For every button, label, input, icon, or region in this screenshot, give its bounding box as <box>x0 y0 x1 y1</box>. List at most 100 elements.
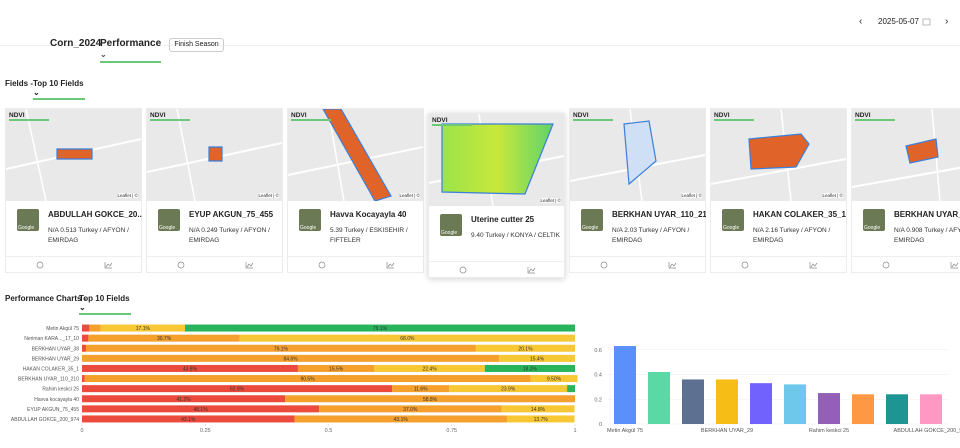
value-label: 15.5% <box>329 366 344 372</box>
info-icon[interactable] <box>36 261 44 269</box>
bar-segment <box>297 364 375 372</box>
chart-icon[interactable] <box>245 262 253 269</box>
field-card[interactable]: NDVI Leaflet | © Google Havva Kocayayla 40 5… <box>287 108 424 273</box>
field-card[interactable]: NDVI Leaflet | © Google HAKAN COLAKER_35_1 N… <box>710 108 847 273</box>
card-actions <box>429 261 564 274</box>
info-icon[interactable] <box>741 261 749 269</box>
chart-icon-line <box>105 262 113 268</box>
bar-segment <box>100 324 186 332</box>
info-icon[interactable] <box>318 261 326 269</box>
bar-segment <box>530 375 578 383</box>
ndvi-select[interactable]: NDVI <box>9 112 49 121</box>
ndvi-select[interactable]: NDVI <box>855 112 895 121</box>
field-card[interactable]: NDVI Leaflet | © Google EYUP AKGUN_75_455 N/… <box>146 108 283 273</box>
value-label: 30.7% <box>157 336 172 342</box>
thumbnail-brand: Google <box>18 225 35 231</box>
bar-segment <box>319 405 502 413</box>
thumbnail-brand: Google <box>159 225 176 231</box>
field-map[interactable] <box>711 109 846 201</box>
card-actions <box>852 256 960 269</box>
x-tick-label: Metin Akgül 75 <box>607 428 643 434</box>
map-attribution: Leaflet | © <box>681 193 702 198</box>
value-label: 22.4% <box>422 366 437 372</box>
x-tick-label: Rahim keskci 25 <box>809 428 849 434</box>
road <box>852 166 960 188</box>
value-label: 62.9% <box>230 387 245 393</box>
ndvi-select[interactable]: NDVI <box>432 117 472 126</box>
value-label: 37.0% <box>403 407 418 413</box>
field-name: Havva Kocayayla 40 <box>330 210 407 219</box>
field-card[interactable]: NDVI Leaflet | © Google BERKHAN UYAR_110_21… <box>569 108 706 273</box>
map-attribution: Leaflet | © <box>540 198 561 203</box>
calendar-icon[interactable] <box>922 17 931 26</box>
x-tick-label: 1 <box>573 428 576 434</box>
field-map[interactable] <box>147 109 282 201</box>
value-label: 11.6% <box>414 387 428 393</box>
map-attribution: Leaflet | © <box>117 193 138 198</box>
y-tick-label: 0.2 <box>594 397 602 403</box>
fields-filter-label: Top 10 Fields <box>33 79 84 88</box>
info-icon[interactable] <box>882 261 890 269</box>
info-icon[interactable] <box>177 261 185 269</box>
bar <box>716 379 738 424</box>
thumbnail-brand: Google <box>300 225 317 231</box>
finish-season-button[interactable]: Finish Season <box>169 38 224 52</box>
map-attribution: Leaflet | © <box>258 193 279 198</box>
bar-segment <box>85 344 476 352</box>
chart-icon[interactable] <box>950 262 958 269</box>
chart-icon-line <box>951 262 959 268</box>
bar <box>682 379 704 424</box>
card-actions <box>288 256 423 269</box>
y-tick-label: BERKHAN UYAR_29 <box>32 356 80 362</box>
field-map[interactable] <box>288 109 423 201</box>
info-icon[interactable] <box>600 261 608 269</box>
field-thumbnail: Google <box>722 209 744 231</box>
bar-segment <box>82 395 286 403</box>
value-label: 17.1% <box>136 326 151 332</box>
field-map[interactable] <box>852 109 960 201</box>
field-boundary <box>56 148 93 160</box>
value-label: 41.2% <box>176 397 191 403</box>
field-name: BERKHAN UYAR_110_210 <box>612 210 706 219</box>
date[interactable]: 2025-05-07 <box>878 17 919 26</box>
bar <box>750 383 772 424</box>
bar <box>818 393 840 424</box>
chart-icon[interactable] <box>104 262 112 269</box>
bar-segment <box>88 334 240 342</box>
chart-icon[interactable] <box>668 262 676 269</box>
charts-filter[interactable]: Top 10 Fields ⌄ <box>79 294 131 315</box>
field-map[interactable] <box>570 109 705 201</box>
field-card[interactable]: NDVI Leaflet | © Google ABDULLAH GOKCE_20..… <box>5 108 142 273</box>
chart-icon[interactable] <box>809 262 817 269</box>
next-date[interactable]: › <box>945 16 949 27</box>
ndvi-select[interactable]: NDVI <box>573 112 613 121</box>
y-tick-label: 0.6 <box>594 348 602 354</box>
ndvi-select[interactable]: NDVI <box>150 112 190 121</box>
fields-filter[interactable]: Top 10 Fields ⌄ <box>33 79 85 100</box>
ndvi-select[interactable]: NDVI <box>714 112 754 121</box>
field-map[interactable] <box>429 114 564 206</box>
value-label: 79.1% <box>274 346 289 352</box>
field-name: HAKAN COLAKER_35_1 <box>753 210 846 219</box>
chart-icon[interactable] <box>386 262 394 269</box>
thumbnail-brand: Google <box>582 225 599 231</box>
field-map[interactable] <box>6 109 141 201</box>
y-tick-label: BERKHAN UYAR_110_210 <box>18 377 79 383</box>
bar-segment <box>82 364 298 372</box>
value-label: 58.8% <box>423 397 438 403</box>
bar-segment <box>567 385 575 393</box>
value-label: 43.8% <box>183 366 198 372</box>
card-actions <box>6 256 141 269</box>
info-icon[interactable] <box>459 266 467 274</box>
view-select[interactable]: Performance ⌄ <box>100 38 161 63</box>
road <box>327 109 345 201</box>
ndvi-select[interactable]: NDVI <box>291 112 331 121</box>
y-tick-label: 0.4 <box>594 373 602 379</box>
chart-icon-line <box>528 267 536 273</box>
prev-date[interactable]: ‹ <box>859 16 863 27</box>
chart-icon[interactable] <box>527 267 535 274</box>
value-label: 79.1% <box>373 326 388 332</box>
value-label: 23.9% <box>501 387 516 393</box>
field-card[interactable]: NDVI Leaflet | © Google Uterine cutter 25 9.… <box>428 113 565 278</box>
